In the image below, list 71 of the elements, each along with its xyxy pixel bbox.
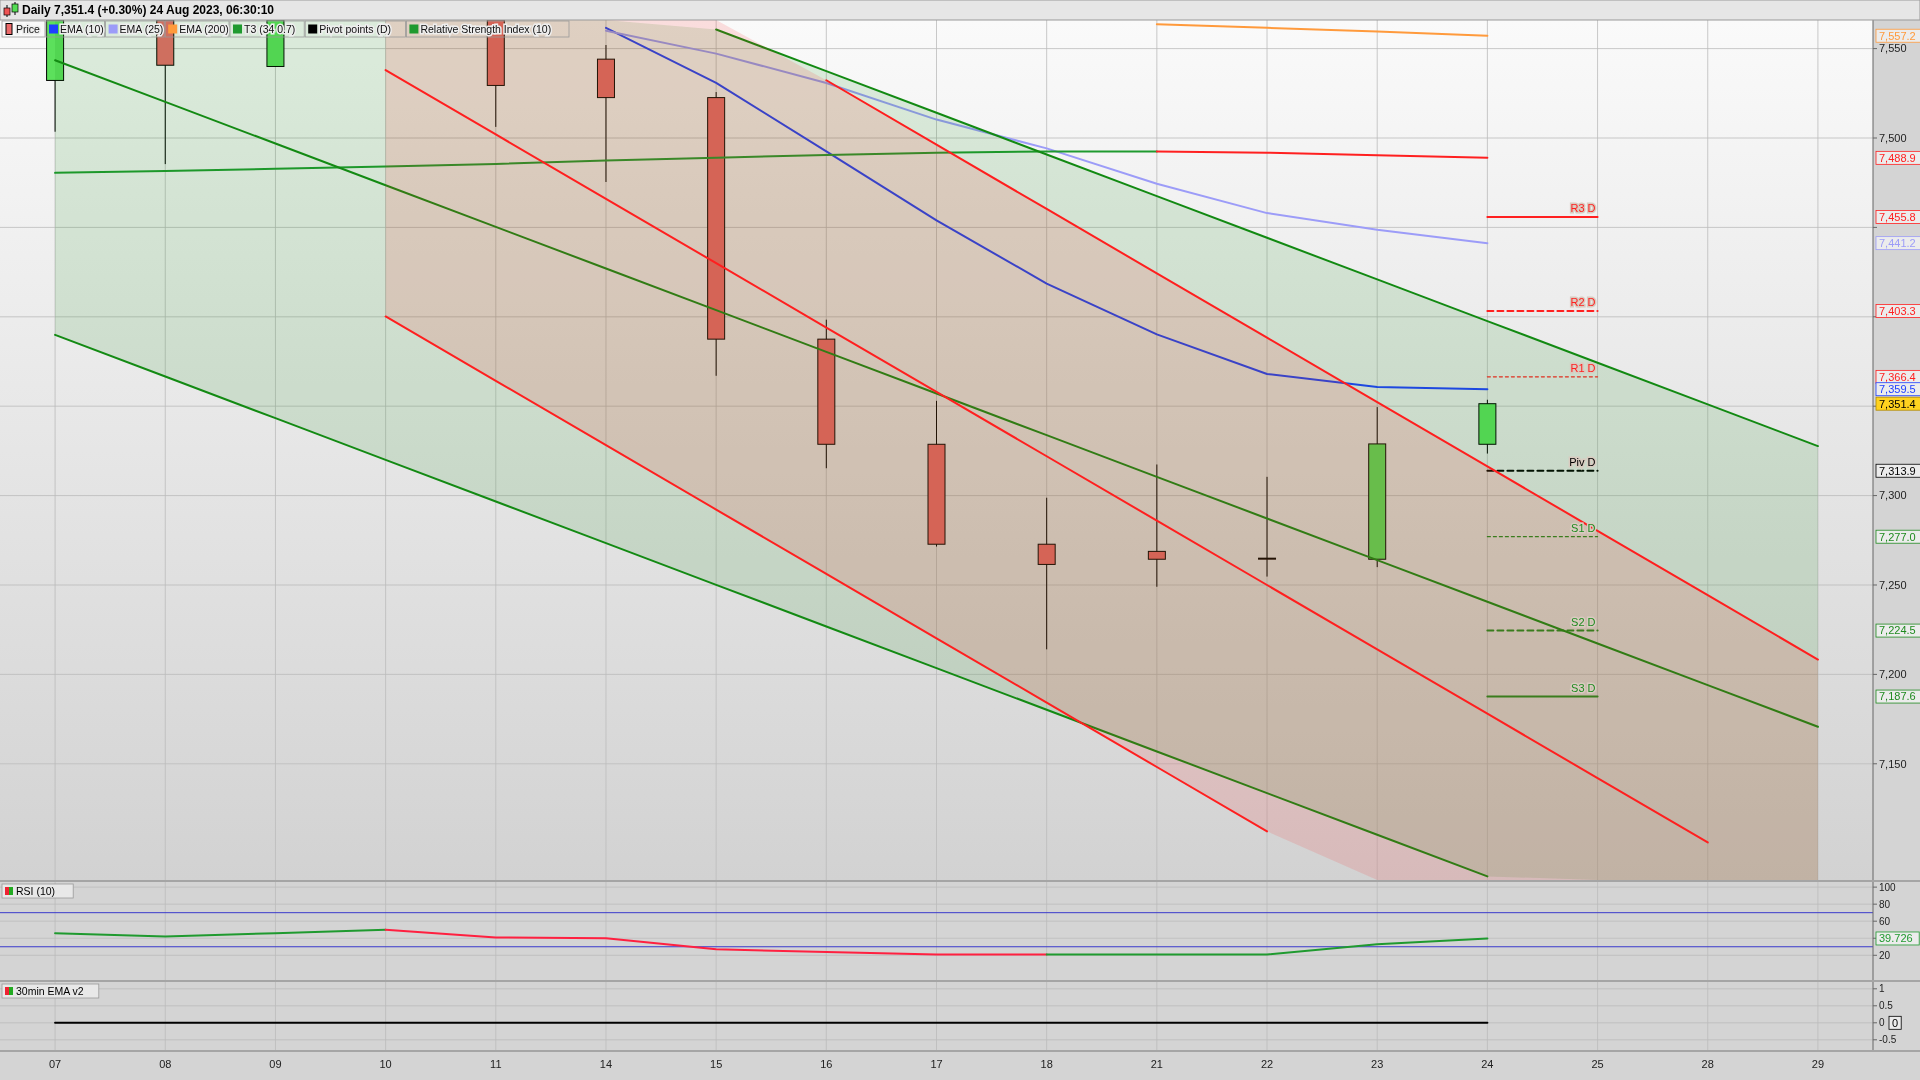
x-tick-label: 07 <box>48 1058 62 1070</box>
line-series <box>54 59 1819 728</box>
annotation: Piv D <box>1569 455 1596 468</box>
annotation: R1 D <box>1570 361 1596 374</box>
x-tick-label: 29 <box>1811 1058 1825 1070</box>
x-tick-label: 28 <box>1701 1058 1714 1070</box>
annotation: R2 D <box>1570 295 1596 308</box>
y-tick-label: 7,300 <box>1879 489 1907 502</box>
chart-title: 30min EMA v2 <box>16 984 84 997</box>
line-series <box>825 79 1819 661</box>
x-tick-label: 17 <box>930 1058 943 1070</box>
text: 7,277.0 <box>1879 530 1916 543</box>
y-tick-label: 7,550 <box>1879 42 1907 55</box>
x-tick-label: 16 <box>820 1058 833 1070</box>
x-tick-label: 21 <box>1150 1058 1163 1070</box>
annotation: S3 D <box>1571 681 1596 694</box>
text: 7,488.9 <box>1879 151 1916 164</box>
y-tick-label: 0.5 <box>1879 1000 1894 1012</box>
chart-title: RSI (10) <box>16 884 56 897</box>
annotation: S2 D <box>1571 615 1596 628</box>
text: 7,557.2 <box>1879 29 1916 42</box>
line-series <box>54 150 1158 174</box>
chart-title: Daily 7,351.4 (+0.30%) 24 Aug 2023, 06:30:10 <box>22 3 275 18</box>
text: 7,187.6 <box>1879 690 1916 703</box>
x-tick-label: 14 <box>599 1058 613 1070</box>
line-series <box>384 315 1269 833</box>
y-tick-label: -0.5 <box>1879 1034 1897 1046</box>
text: 7,403.3 <box>1879 304 1916 317</box>
x-tick-label: 25 <box>1591 1058 1604 1070</box>
line-series <box>1155 23 1489 37</box>
text: 7,224.5 <box>1879 624 1916 637</box>
line-series <box>384 928 1048 956</box>
x-tick-label: 10 <box>379 1058 392 1070</box>
text: 7,366.4 <box>1879 370 1916 383</box>
legend-label: EMA (200) <box>179 22 229 35</box>
y-tick-label: 7,150 <box>1879 757 1907 770</box>
text: 39.726 <box>1879 932 1913 945</box>
y-tick-label: 100 <box>1879 881 1897 893</box>
y-tick-label: 80 <box>1879 898 1891 910</box>
y-tick-label: 7,250 <box>1879 578 1907 591</box>
y-tick-label: 1 <box>1879 983 1885 995</box>
line-series <box>715 28 1819 448</box>
x-tick-label: 24 <box>1481 1058 1494 1070</box>
x-tick-label: 11 <box>490 1058 502 1070</box>
legend-label: Pivot points (D) <box>319 22 391 35</box>
candlestick <box>1147 463 1166 588</box>
x-tick-label: 08 <box>159 1058 172 1070</box>
x-tick-label: 09 <box>269 1058 282 1070</box>
y-tick-label: 0 <box>1879 1017 1885 1029</box>
y-tick-label: 7,500 <box>1879 131 1907 144</box>
y-tick-label: 20 <box>1879 949 1891 961</box>
x-tick-label: 15 <box>710 1058 723 1070</box>
x-tick-label: 23 <box>1371 1058 1384 1070</box>
candlestick <box>1037 497 1056 650</box>
text: 7,359.5 <box>1879 383 1916 396</box>
annotation: R3 D <box>1570 202 1596 215</box>
text: 7,313.9 <box>1879 464 1916 477</box>
legend-label: Price <box>16 22 41 35</box>
line-series <box>54 333 1489 878</box>
x-tick-label: 22 <box>1260 1058 1274 1070</box>
candlestick <box>1258 476 1277 578</box>
y-tick-label: 60 <box>1879 915 1891 927</box>
y-tick-label: 7,200 <box>1879 668 1907 681</box>
text: 7,351.4 <box>1879 397 1916 410</box>
text: 7,455.8 <box>1879 210 1916 223</box>
line-series <box>604 26 1489 391</box>
x-tick-label: 18 <box>1040 1058 1053 1070</box>
text: 7,441.2 <box>1879 236 1916 249</box>
line-series <box>1155 150 1489 159</box>
line-series <box>384 69 1709 844</box>
line-series <box>604 29 1489 245</box>
